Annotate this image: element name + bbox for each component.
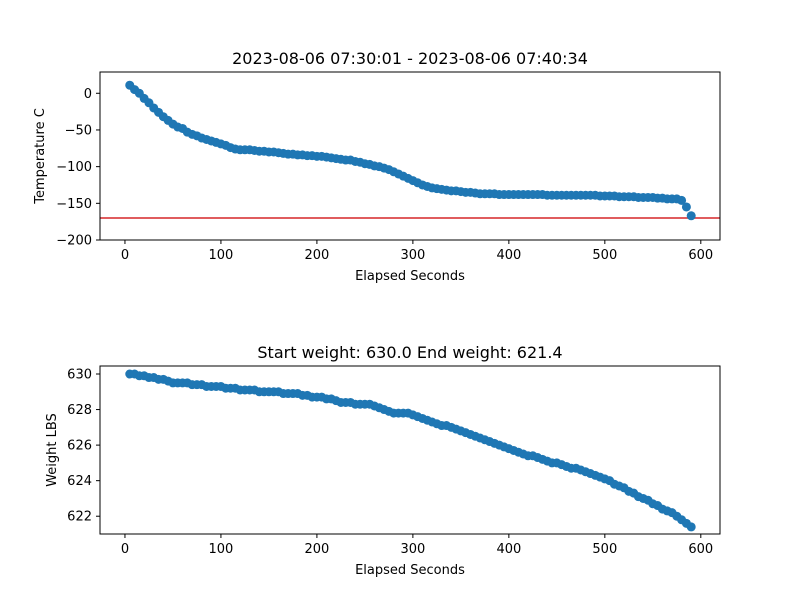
temperature-y-ticks: 0 −50 −100 −150 −200 [56,87,100,249]
temperature-x-tick-label: 100 [209,248,234,263]
weight-y-tick-label: 630 [67,368,92,383]
temperature-chart-title: 2023-08-06 07:30:01 - 2023-08-06 07:40:3… [232,49,588,68]
weight-chart-title: Start weight: 630.0 End weight: 621.4 [257,343,562,362]
temperature-x-tick-label: 400 [496,248,521,263]
temperature-y-tick-label: −150 [56,197,92,212]
weight-x-tick-label: 0 [121,542,129,557]
weight-x-tick-label: 100 [209,542,234,557]
weight-y-tick-label: 622 [67,510,92,525]
temperature-x-tick-label: 200 [304,248,329,263]
temperature-points [125,80,696,221]
weight-x-tick-label: 300 [400,542,425,557]
temperature-y-tick-label: 0 [84,87,92,102]
weight-y-tick-label: 628 [67,403,92,418]
weight-chart: Start weight: 630.0 End weight: 621.4 0 1… [45,343,721,578]
temperature-axes-frame [99,71,721,241]
weight-y-tick-label: 626 [67,439,92,454]
temperature-x-tick-label: 300 [400,248,425,263]
temperature-x-tick-label: 0 [121,248,129,263]
weight-y-axis-label: Weight LBS [45,413,60,487]
temperature-chart: 2023-08-06 07:30:01 - 2023-08-06 07:40:3… [33,49,721,284]
weight-plot-area [125,369,696,532]
weight-x-tick-label: 500 [592,542,617,557]
weight-x-tick-label: 200 [304,542,329,557]
temperature-data-point [677,195,687,205]
weight-x-tick-label: 600 [688,542,713,557]
weight-y-ticks: 622 624 626 628 630 [67,368,100,525]
weight-x-axis-label: Elapsed Seconds [355,563,465,578]
temperature-x-tick-label: 600 [688,248,713,263]
temperature-y-tick-label: −100 [56,160,92,175]
weight-y-tick-label: 624 [67,474,92,489]
temperature-x-ticks: 0 100 200 300 400 500 600 [121,240,713,263]
weight-points [125,369,696,532]
temperature-plot-area [100,80,720,221]
temperature-data-point [686,211,696,221]
temperature-y-axis-label: Temperature C [33,108,48,205]
temperature-y-tick-label: −200 [56,234,92,249]
temperature-x-tick-label: 500 [592,248,617,263]
weight-axes-frame [99,365,721,535]
weight-x-ticks: 0 100 200 300 400 500 600 [121,534,713,557]
weight-data-point [686,522,696,532]
temperature-y-tick-label: −50 [65,123,92,138]
weight-x-tick-label: 400 [496,542,521,557]
temperature-data-point [681,202,691,212]
temperature-x-axis-label: Elapsed Seconds [355,269,465,284]
